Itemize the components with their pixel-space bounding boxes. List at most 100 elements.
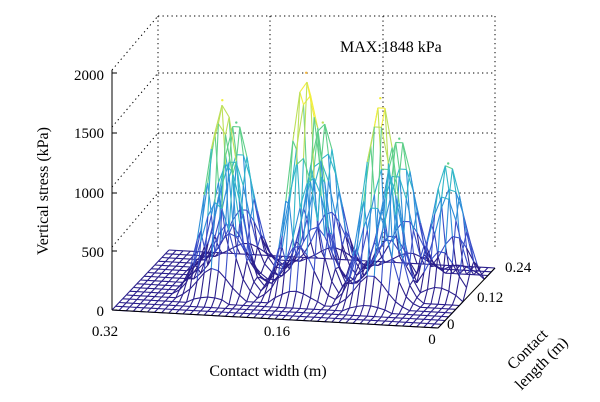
mesh-line-x — [211, 267, 219, 272]
mesh-line-x — [256, 276, 265, 287]
mesh-line-y — [168, 261, 173, 267]
mesh-line-y — [366, 208, 372, 277]
mesh-line-y — [168, 309, 173, 314]
mesh-line-y — [157, 296, 163, 302]
mesh-line-x — [338, 298, 347, 304]
peak-point-6 — [398, 137, 401, 140]
mesh-line-x — [207, 202, 216, 217]
peak-point-5 — [321, 121, 324, 124]
mesh-line-x — [303, 95, 312, 105]
mesh-line-x — [239, 126, 248, 157]
mesh-line-y — [161, 277, 166, 282]
mesh-line-x — [239, 294, 248, 303]
mesh-line-y — [426, 259, 432, 290]
mesh-line-x — [409, 221, 418, 233]
mesh-line-y — [150, 296, 155, 301]
mesh-line-y — [210, 311, 216, 316]
mesh-line-x — [203, 267, 212, 274]
mesh-line-y — [373, 307, 379, 317]
mesh-line-x — [419, 241, 429, 266]
mesh-line-x — [434, 265, 443, 271]
mesh-line-x — [207, 296, 215, 299]
mesh-line-x — [299, 81, 308, 93]
mesh-line-y — [448, 263, 453, 292]
mesh-line-y — [249, 281, 255, 292]
x-axis-ticks: 0.32 0.16 0 — [92, 324, 436, 348]
mesh-line-x — [253, 262, 262, 279]
mesh-line-x — [303, 229, 312, 243]
mesh-line-y — [416, 292, 421, 298]
mesh-line-x — [175, 293, 184, 299]
mesh-line-y — [186, 306, 191, 311]
mesh-line-x — [416, 271, 425, 284]
mesh-line-y — [224, 231, 230, 279]
mesh-line-y — [402, 232, 407, 267]
mesh-line-y — [299, 293, 304, 309]
mesh-line-y — [324, 295, 329, 307]
mesh-line-y — [448, 168, 453, 200]
mesh-line-x — [292, 245, 301, 249]
mesh-line-x — [274, 235, 283, 267]
mesh-line-y — [235, 126, 241, 163]
mesh-line-y — [281, 315, 287, 320]
mesh-line-y — [348, 291, 354, 309]
mesh-line-x — [228, 231, 237, 259]
mesh-line-y — [207, 148, 212, 217]
mesh-line-x — [405, 296, 414, 305]
mesh-line-y — [327, 313, 333, 319]
mesh-line-x — [306, 254, 315, 272]
mesh-line-x — [334, 214, 344, 246]
mesh-line-y — [320, 313, 326, 318]
mesh-line-x — [257, 293, 265, 299]
mesh-line-x — [214, 202, 223, 210]
side-grid-1000 — [111, 132, 159, 188]
mesh-line-y — [434, 303, 439, 309]
mesh-line-x — [327, 180, 336, 215]
mesh-line-y — [331, 310, 336, 315]
mesh-line-y — [232, 126, 237, 155]
mesh-line-y — [147, 276, 152, 281]
mesh-line-x — [377, 197, 386, 229]
mesh-line-y — [246, 218, 251, 252]
mesh-line-y — [136, 303, 141, 308]
mesh-line-x — [412, 230, 422, 258]
y-axis-ticks: 0 0.12 0.24 — [447, 260, 532, 333]
mesh-line-y — [387, 257, 393, 294]
mesh-line-y — [430, 307, 435, 313]
mesh-line-x — [413, 252, 421, 258]
mesh-line-x — [264, 263, 273, 273]
mesh-line-y — [118, 298, 124, 303]
mesh-line-y — [352, 255, 358, 292]
mesh-line-y — [285, 196, 290, 261]
mesh-line-x — [221, 208, 230, 232]
mesh-line-x — [338, 281, 347, 294]
mesh-line-x — [193, 297, 201, 300]
mesh-line-x — [203, 215, 212, 247]
z-tick-0: 0 — [97, 304, 105, 320]
mesh-line-y — [210, 297, 216, 308]
mesh-line-y — [246, 254, 251, 262]
mesh-line-y — [359, 305, 365, 316]
mesh-line-x — [214, 184, 223, 217]
mesh-line-x — [349, 305, 357, 309]
mesh-line-y — [444, 199, 450, 253]
mesh-line-y — [228, 308, 233, 313]
mesh-line-x — [430, 251, 439, 260]
mesh-line-y — [288, 248, 294, 292]
mesh-line-x — [250, 243, 258, 248]
mesh-line-y — [402, 296, 407, 308]
mesh-line-x — [416, 297, 425, 304]
mesh-line-y — [295, 308, 301, 313]
peak-point-4 — [235, 121, 238, 124]
mesh-line-x — [256, 210, 266, 240]
mesh-line-y — [260, 294, 266, 303]
mesh-line-y — [263, 283, 269, 295]
mesh-line-y — [239, 213, 244, 224]
mesh-line-x — [189, 267, 198, 278]
mesh-line-x — [200, 216, 209, 242]
mesh-line-y — [193, 280, 198, 300]
mesh-line-y — [295, 316, 301, 321]
x-tick-0: 0 — [428, 332, 436, 348]
mesh-line-x — [359, 162, 368, 213]
mesh-line-y — [441, 165, 446, 198]
